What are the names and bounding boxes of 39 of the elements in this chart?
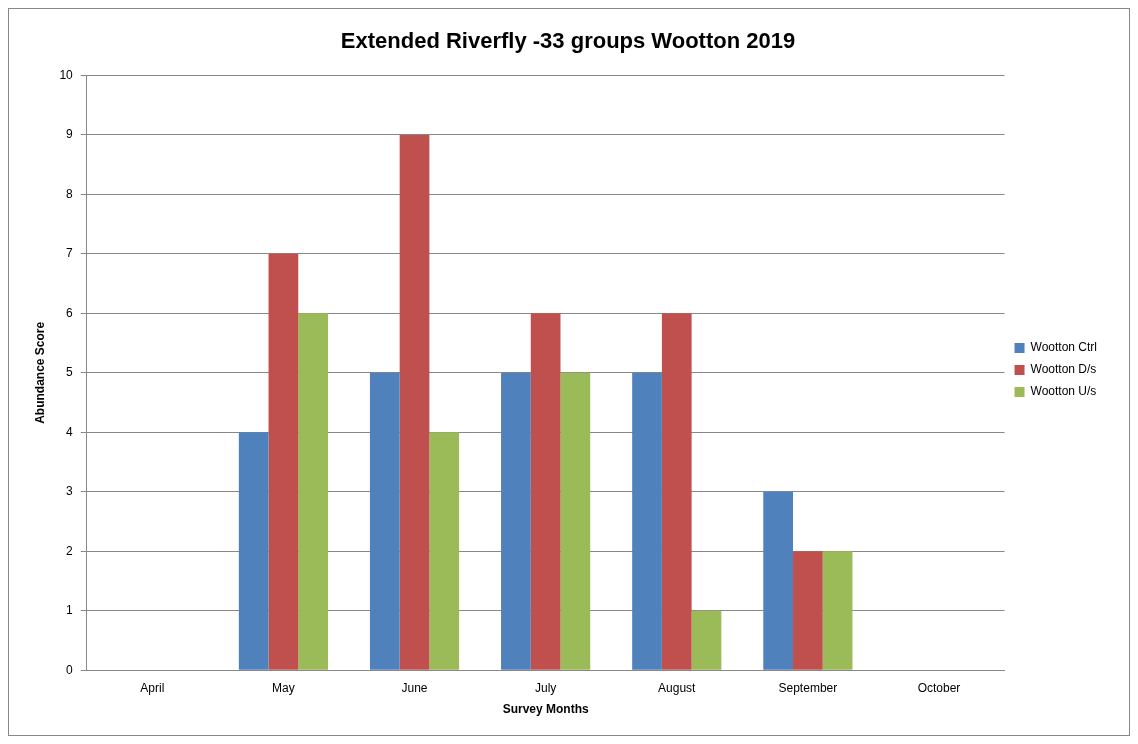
bar: [369, 372, 400, 670]
bar: [632, 372, 662, 670]
y-tick-label: 4: [66, 424, 74, 439]
chart-title: Extended Riverfly -33 groups Wootton 2019: [340, 28, 796, 54]
x-tick-label: May: [272, 680, 295, 695]
y-tick-label: 3: [66, 484, 74, 499]
bar: [429, 432, 460, 670]
bar: [560, 372, 591, 670]
x-tick-label: October: [917, 680, 961, 695]
bar: [530, 313, 561, 670]
x-tick-label: June: [401, 680, 428, 695]
bar: [793, 551, 823, 670]
legend-label: Wootton D/s: [1030, 362, 1097, 377]
y-tick-label: 10: [59, 67, 74, 82]
y-axis-title: Abundance Score: [32, 321, 47, 424]
bar: [691, 610, 722, 670]
bar: [298, 313, 328, 670]
y-tick-label: 0: [66, 662, 74, 677]
x-axis-title: Survey Months: [502, 702, 589, 717]
bar: [268, 253, 299, 670]
y-tick-label: 1: [66, 603, 74, 618]
y-tick-label: 6: [66, 305, 74, 320]
bar: [661, 313, 692, 670]
bar: [399, 134, 430, 670]
y-tick-label: 8: [66, 186, 74, 201]
bar: [763, 491, 793, 670]
bar: [501, 372, 531, 670]
legend-label: Wootton Ctrl: [1030, 340, 1097, 355]
x-tick-label: July: [534, 680, 557, 695]
x-tick-label: April: [140, 680, 165, 695]
x-tick-label: September: [778, 680, 838, 695]
y-tick-label: 5: [66, 365, 74, 380]
x-tick-label: August: [658, 680, 697, 695]
y-tick-label: 7: [66, 246, 74, 261]
y-tick-label: 2: [66, 543, 74, 558]
legend-label: Wootton U/s: [1030, 384, 1097, 399]
bar: [822, 551, 853, 670]
y-tick-label: 9: [66, 127, 74, 142]
bar: [238, 432, 269, 670]
